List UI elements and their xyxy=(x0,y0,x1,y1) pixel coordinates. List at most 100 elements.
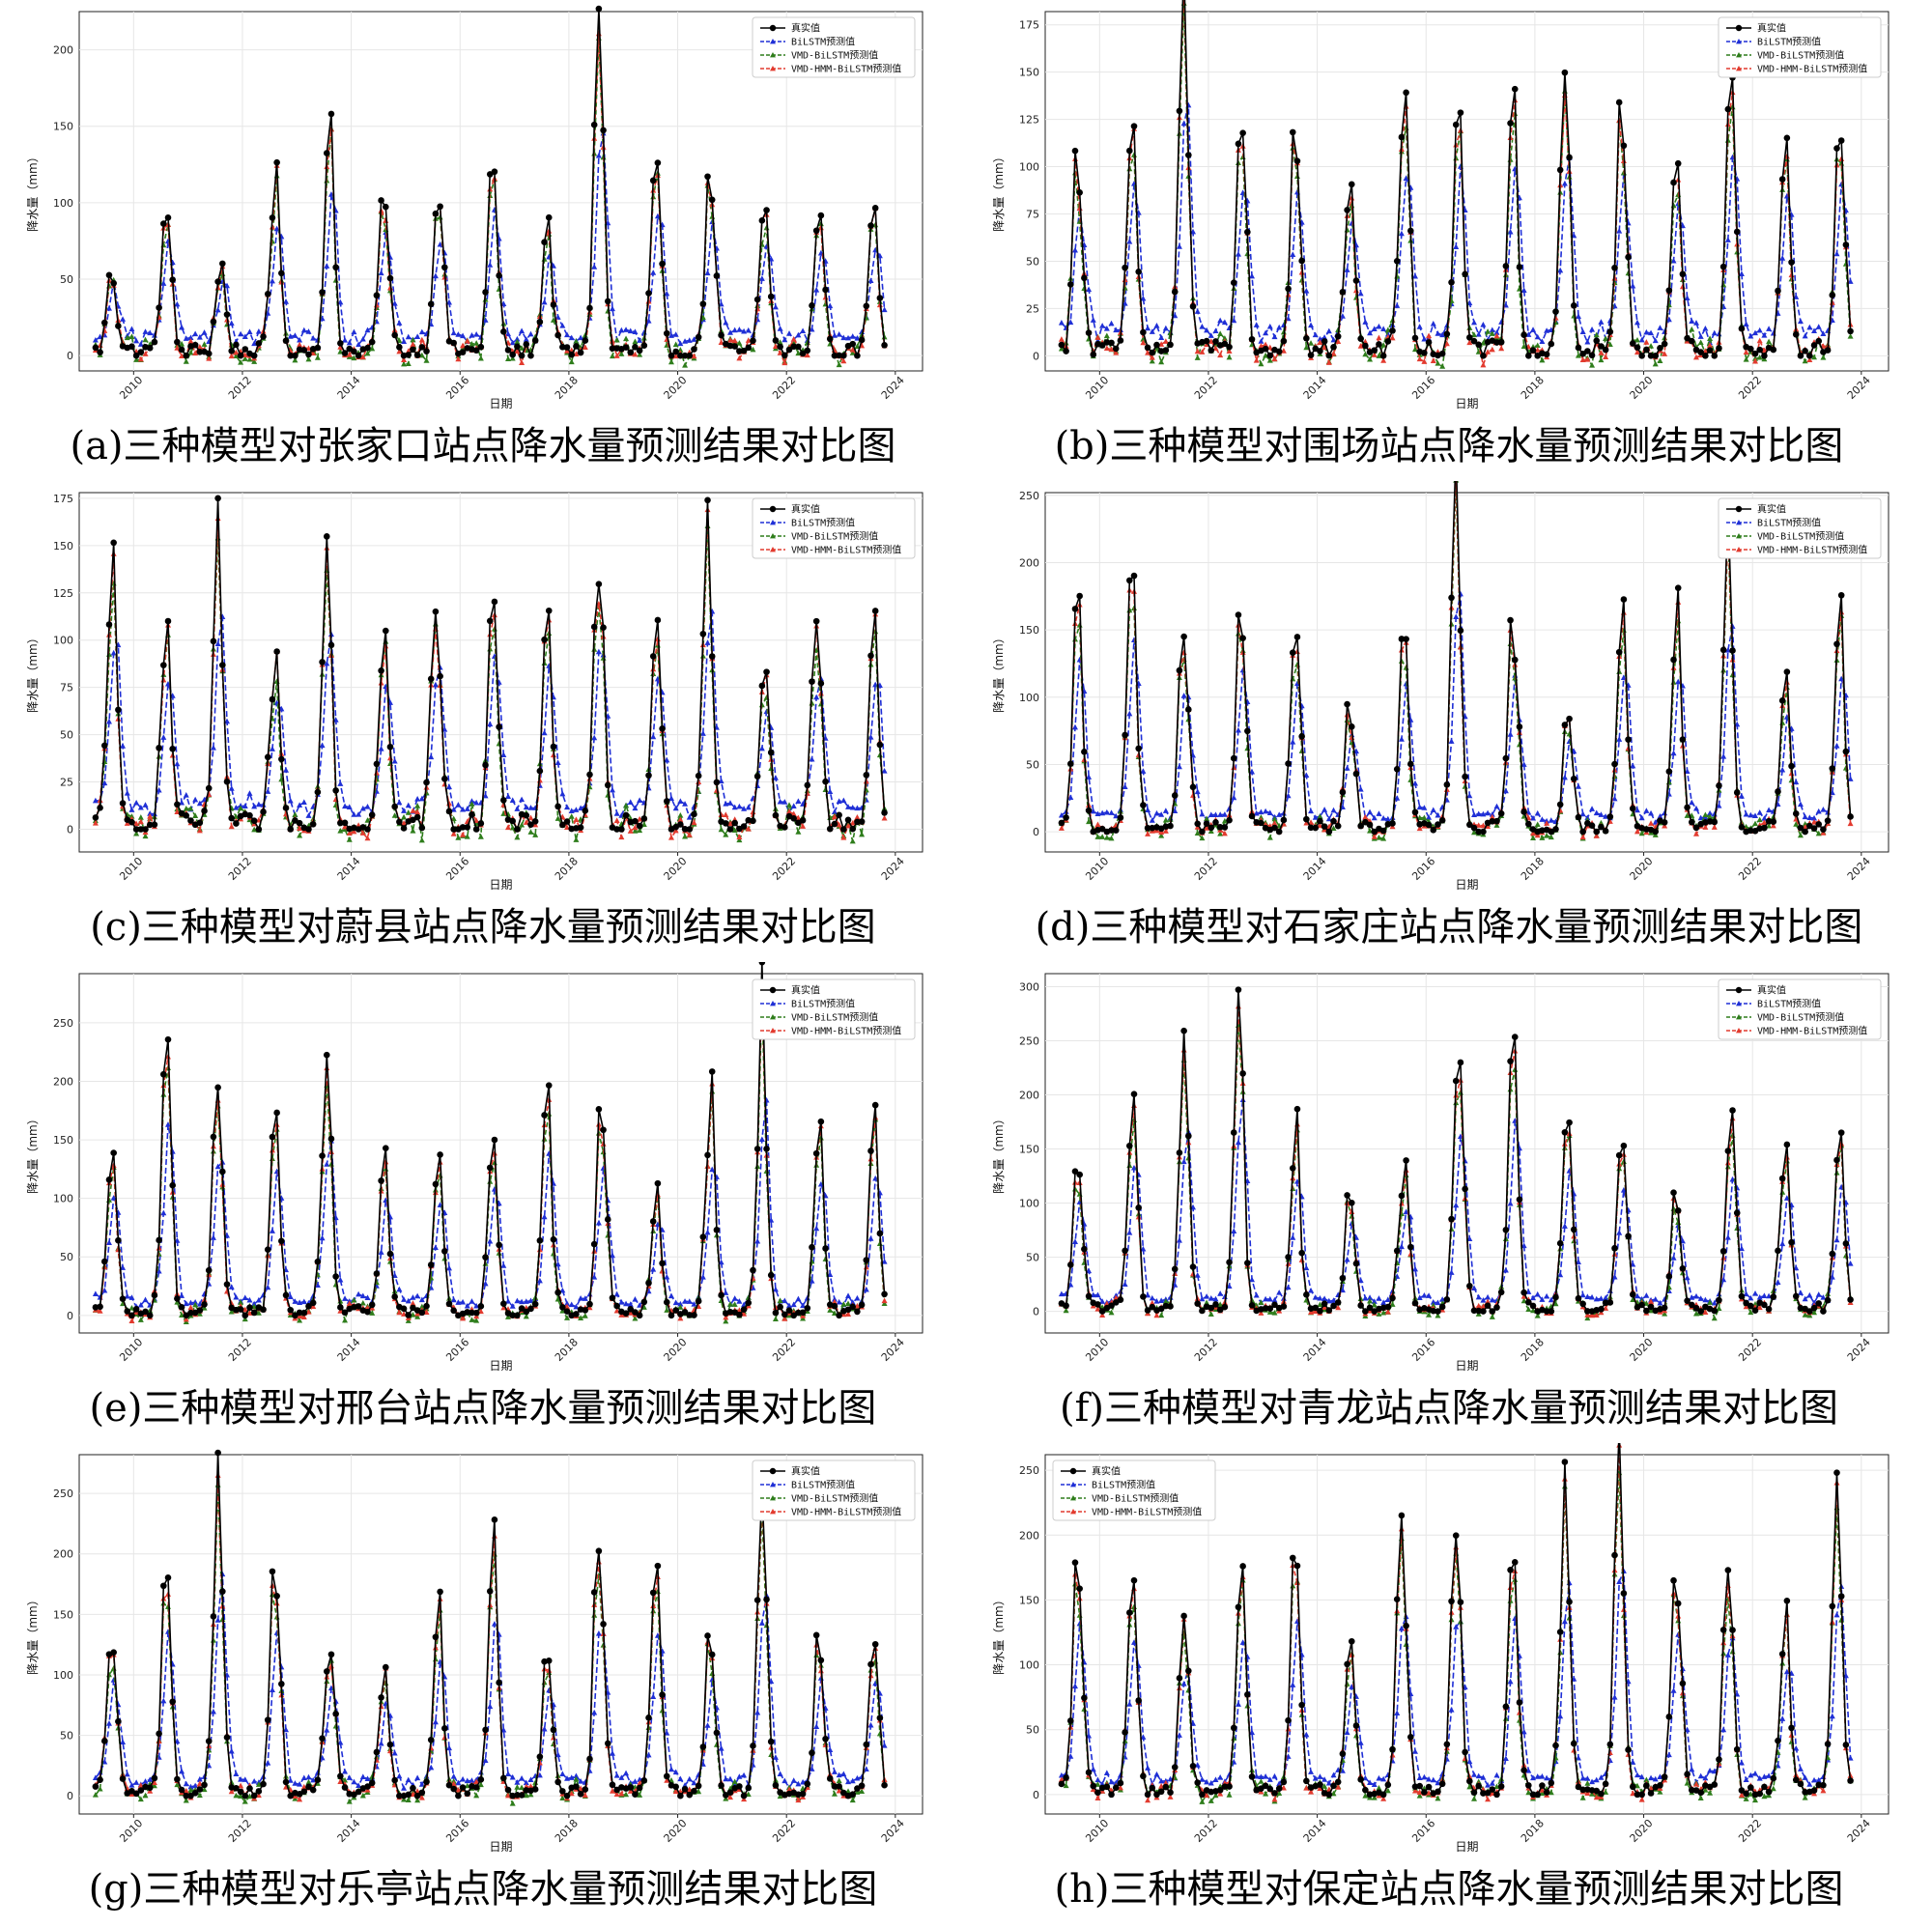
data-point xyxy=(523,1792,529,1799)
data-point xyxy=(831,813,838,820)
data-point xyxy=(1810,342,1818,349)
data-point xyxy=(1775,788,1781,795)
data-point xyxy=(464,1777,470,1784)
series-true xyxy=(92,5,888,359)
data-point xyxy=(477,834,484,839)
data-point xyxy=(1249,1276,1256,1283)
data-point xyxy=(831,1769,838,1774)
data-point xyxy=(1108,1309,1115,1316)
data-point xyxy=(1603,1294,1609,1301)
data-point xyxy=(183,1316,189,1322)
data-point xyxy=(1376,835,1382,840)
data-point xyxy=(327,641,335,649)
data-point xyxy=(1783,134,1791,142)
data-point xyxy=(1321,1300,1328,1308)
data-point xyxy=(745,825,752,832)
data-point xyxy=(1661,340,1668,348)
data-point xyxy=(187,817,194,824)
data-point xyxy=(382,1145,389,1151)
data-point xyxy=(423,1302,430,1310)
data-point xyxy=(795,1295,802,1302)
y-tick-label: 0 xyxy=(1033,826,1039,838)
data-point xyxy=(1485,349,1492,354)
data-point xyxy=(1662,1311,1668,1317)
data-point xyxy=(632,805,639,811)
data-point xyxy=(595,581,603,588)
y-tick-label: 50 xyxy=(60,273,73,286)
x-tick-label: 2016 xyxy=(443,855,471,883)
data-point xyxy=(1620,1142,1628,1149)
data-point xyxy=(1439,1296,1446,1302)
data-point xyxy=(1398,230,1405,237)
data-point xyxy=(1652,337,1659,344)
data-point xyxy=(591,264,598,269)
data-point xyxy=(1317,348,1323,354)
data-point xyxy=(640,815,648,822)
data-point xyxy=(1761,353,1768,359)
data-point xyxy=(1579,828,1586,836)
legend-box xyxy=(752,16,916,78)
data-point xyxy=(731,819,738,827)
data-point xyxy=(1747,345,1754,353)
data-point xyxy=(1421,814,1428,821)
y-tick-label: 175 xyxy=(1019,19,1039,32)
data-point xyxy=(1471,331,1478,338)
data-point xyxy=(1058,341,1065,349)
data-point xyxy=(228,823,235,830)
data-point xyxy=(1643,339,1650,345)
data-point xyxy=(477,820,485,827)
data-point xyxy=(1756,1293,1763,1300)
legend-marker xyxy=(770,1014,776,1020)
data-point xyxy=(659,1260,666,1267)
legend-marker xyxy=(1735,986,1743,994)
data-point xyxy=(1271,333,1278,340)
data-point xyxy=(1266,835,1273,840)
data-point xyxy=(178,1304,185,1311)
data-point xyxy=(1162,325,1169,331)
data-point xyxy=(753,1146,761,1152)
data-point xyxy=(183,352,190,359)
x-tick-label: 2024 xyxy=(1845,855,1873,883)
data-point xyxy=(1103,326,1110,331)
data-point xyxy=(1480,1308,1487,1315)
data-point xyxy=(1820,1294,1827,1300)
data-point xyxy=(677,1300,684,1307)
data-point xyxy=(1719,263,1727,270)
data-point xyxy=(1435,1312,1441,1318)
data-point xyxy=(133,820,140,827)
data-point xyxy=(836,1312,842,1319)
data-point xyxy=(1702,824,1709,830)
data-point xyxy=(745,344,753,352)
data-point xyxy=(401,820,408,826)
data-point xyxy=(1348,1199,1355,1206)
data-point xyxy=(355,811,362,817)
data-point xyxy=(455,355,462,362)
data-point xyxy=(536,318,544,326)
data-point xyxy=(1149,1299,1155,1306)
data-point xyxy=(105,718,112,724)
data-point xyxy=(1475,828,1483,836)
data-point xyxy=(1149,349,1156,356)
data-point xyxy=(1371,1298,1378,1304)
data-point xyxy=(174,1299,181,1305)
data-point xyxy=(726,820,733,827)
data-point xyxy=(132,1306,140,1313)
data-point xyxy=(514,343,521,351)
data-point xyxy=(527,814,534,821)
data-point xyxy=(659,260,666,268)
data-point xyxy=(223,311,231,318)
data-point xyxy=(300,1774,307,1781)
data-point xyxy=(437,672,443,680)
data-point xyxy=(1829,1274,1835,1280)
data-point xyxy=(1670,257,1677,264)
data-point xyxy=(736,1773,743,1779)
y-tick-label: 50 xyxy=(60,1251,73,1263)
data-point xyxy=(753,296,761,303)
data-point xyxy=(124,789,130,796)
data-point xyxy=(682,338,689,344)
data-point xyxy=(1108,346,1115,353)
data-point xyxy=(1371,352,1378,357)
data-point xyxy=(509,1303,516,1309)
data-point xyxy=(637,797,643,804)
y-tick-label: 150 xyxy=(1019,67,1039,79)
